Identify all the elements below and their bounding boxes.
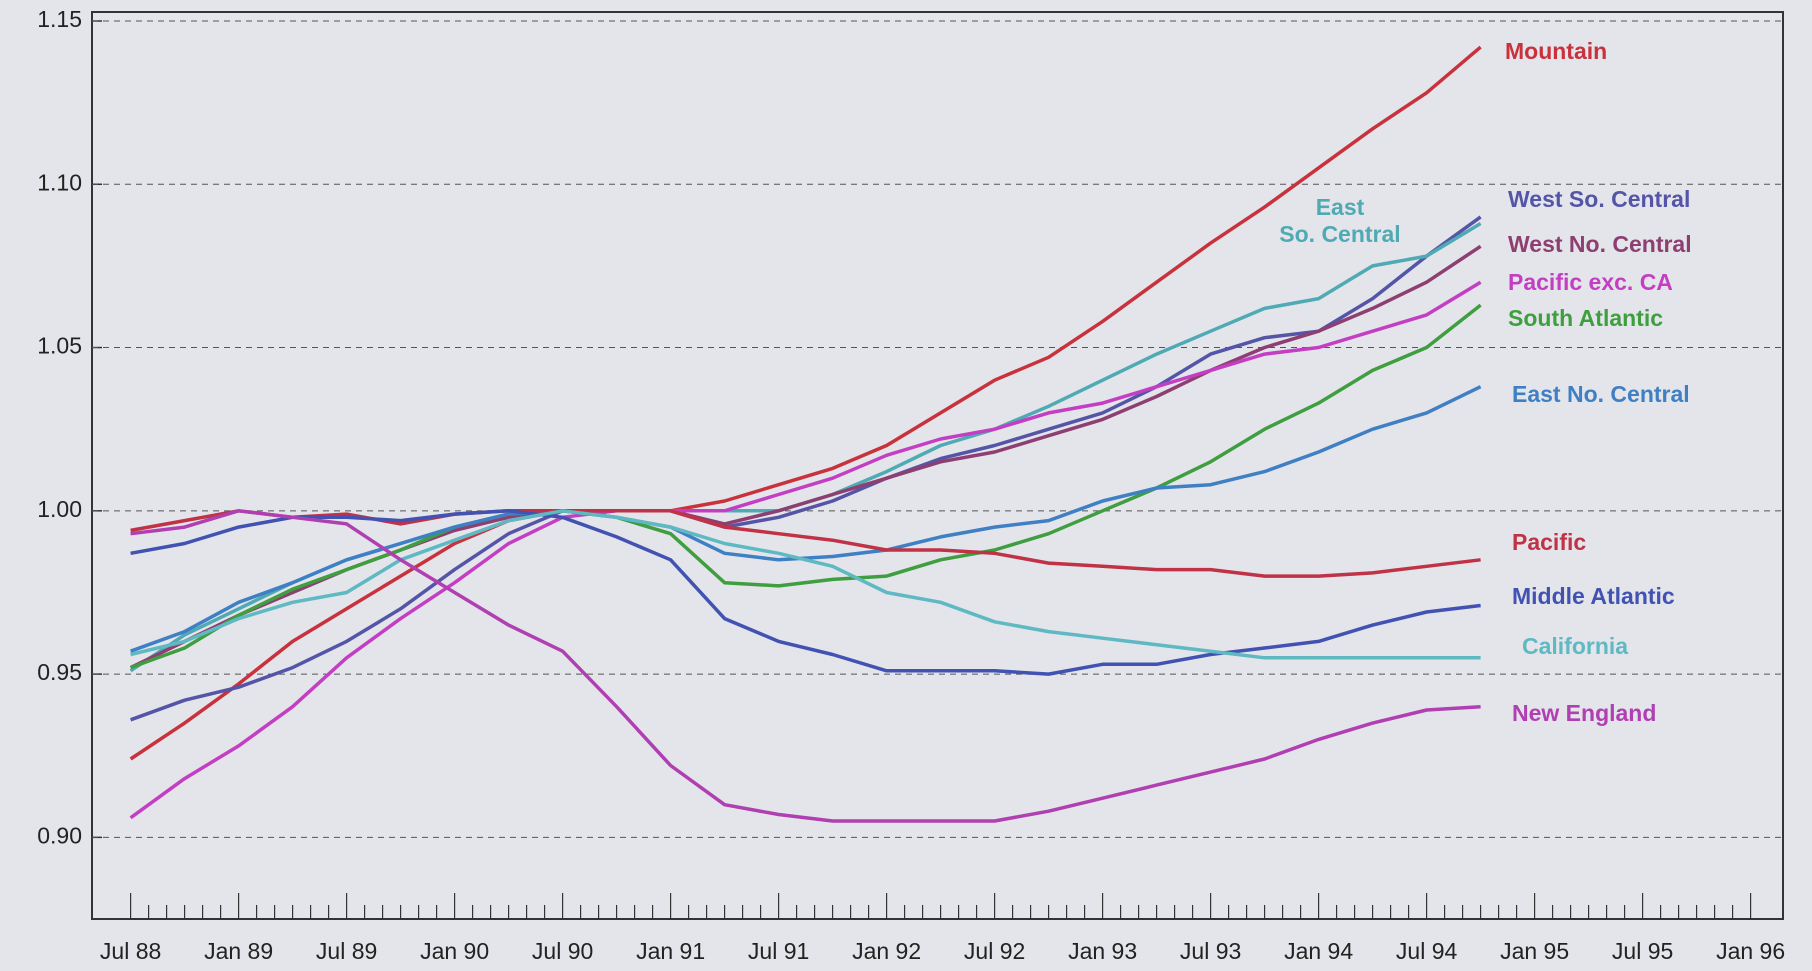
series-label: South Atlantic [1508, 305, 1663, 331]
series-label: Mountain [1505, 38, 1607, 64]
x-tick-label: Jul 94 [1396, 938, 1458, 964]
y-tick-label: 1.10 [37, 169, 82, 195]
x-tick-label: Jan 90 [420, 938, 489, 964]
series-line [130, 215, 1482, 722]
x-tick-label: Jul 88 [100, 938, 161, 964]
x-tick-label: Jul 92 [964, 938, 1025, 964]
series-line [130, 303, 1482, 670]
series-label: Pacific exc. CA [1508, 269, 1673, 295]
x-tick-label: Jan 95 [1500, 938, 1569, 964]
series-label: East No. Central [1512, 381, 1690, 407]
x-tick-label: Jul 89 [316, 938, 377, 964]
x-tick-label: Jul 90 [532, 938, 593, 964]
series-line [130, 509, 1481, 660]
x-tick-label: Jul 93 [1180, 938, 1241, 964]
series-label: West No. Central [1508, 231, 1692, 257]
series-label: West So. Central [1508, 186, 1690, 212]
x-tick-label: Jul 95 [1612, 938, 1673, 964]
series-label: Middle Atlantic [1512, 583, 1675, 609]
series-line [129, 45, 1482, 761]
x-tick-label: Jan 91 [636, 938, 705, 964]
y-tick-label: 1.00 [37, 496, 82, 522]
x-tick-label: Jan 96 [1716, 938, 1785, 964]
y-tick-label: 1.05 [37, 333, 82, 359]
x-tick-label: Jan 93 [1068, 938, 1137, 964]
y-tick-label: 1.15 [37, 6, 82, 32]
x-tick-label: Jul 91 [748, 938, 809, 964]
y-tick-label: 0.90 [37, 822, 82, 848]
series-line [130, 509, 1481, 823]
series-line [130, 509, 1481, 676]
series-label: East So. Central [1279, 194, 1400, 247]
x-tick-label: Jan 89 [204, 938, 273, 964]
x-tick-label: Jan 94 [1284, 938, 1353, 964]
series-label: California [1522, 633, 1628, 659]
y-tick-label: 0.95 [37, 659, 82, 685]
series-label: Pacific [1512, 529, 1586, 555]
series-label: New England [1512, 700, 1656, 726]
x-tick-label: Jan 92 [852, 938, 921, 964]
plot-frame [91, 11, 1784, 920]
series-line [129, 280, 1482, 820]
series-line [129, 244, 1482, 670]
series-line [130, 509, 1481, 578]
series-line [129, 222, 1482, 673]
